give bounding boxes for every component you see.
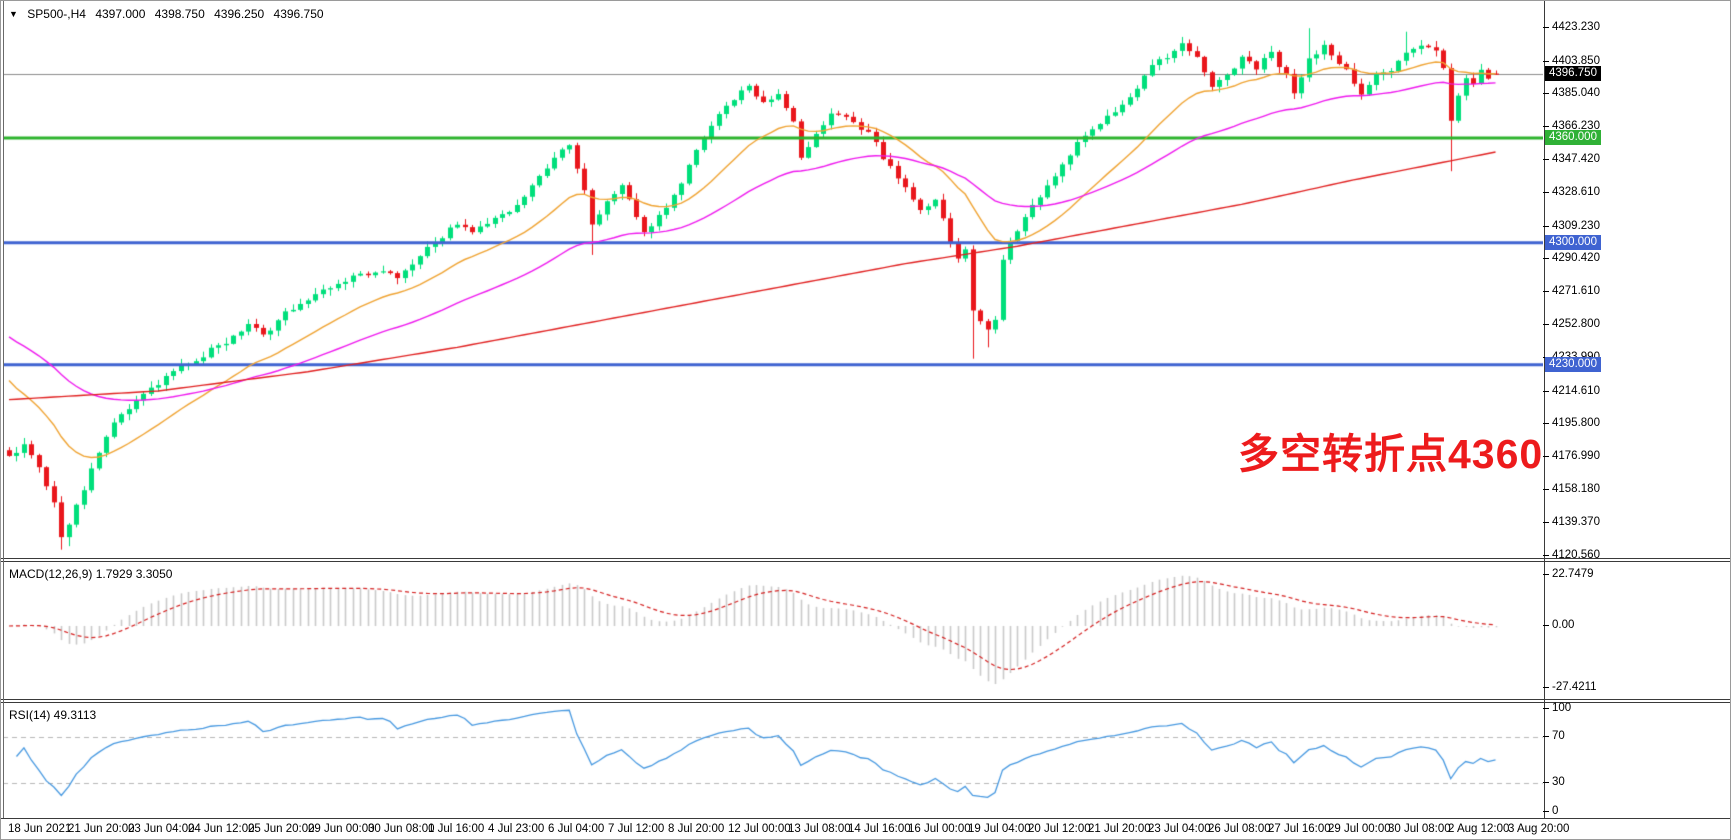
price-scale-border[interactable] [1544, 1, 1545, 818]
price-tick-label: 4366.230 [1543, 120, 1600, 132]
time-tick-label: 26 Jul 08:00 [1208, 823, 1271, 835]
price-tick-label: 4385.040 [1543, 87, 1600, 99]
quote-high-value: 4398.750 [154, 7, 205, 21]
axis-tick [1543, 456, 1549, 458]
axis-tick [1543, 423, 1549, 425]
axis-tick [1543, 60, 1549, 62]
time-tick-label: 21 Jun 20:00 [68, 823, 135, 835]
axis-tick [1543, 291, 1549, 293]
panel-separator[interactable] [1, 561, 1730, 562]
axis-tick [1543, 781, 1549, 783]
time-tick-label: 14 Jul 16:00 [848, 823, 911, 835]
time-tick-label: 24 Jun 12:00 [188, 823, 255, 835]
axis-tick [1543, 554, 1549, 556]
rsi-label: RSI(14) 49.3113 [9, 708, 97, 722]
quote-open-value: 4397.000 [95, 7, 146, 21]
price-tick-label: 4195.800 [1543, 417, 1600, 429]
price-tick-label: 4176.990 [1543, 450, 1600, 462]
panel-separator[interactable] [1, 702, 1730, 703]
axis-tick [1543, 811, 1549, 812]
time-tick-label: 30 Jul 08:00 [1388, 823, 1451, 835]
rsi-tick-label: 30 [1543, 776, 1565, 788]
quote-close-value: 4396.750 [273, 7, 324, 21]
rsi-tick-label: 100 [1543, 702, 1571, 714]
price-tick-label: 4290.420 [1543, 252, 1600, 264]
quote-low-value: 4396.250 [214, 7, 265, 21]
time-tick-label: 29 Jul 00:00 [1328, 823, 1391, 835]
price-tick-label: 4423.230 [1543, 21, 1600, 33]
price-tick-label: 4214.610 [1543, 385, 1600, 397]
axis-tick [1543, 159, 1549, 160]
price-tick-label: 4252.800 [1543, 318, 1600, 330]
price-badge: 4300.000 [1545, 234, 1601, 250]
time-tick-label: 25 Jun 20:00 [248, 823, 315, 835]
time-tick-label: 29 Jun 00:00 [308, 823, 375, 835]
time-tick-label: 13 Jul 08:00 [788, 823, 851, 835]
rsi-tick-label: 0 [1543, 805, 1558, 817]
price-tick-label: 4328.610 [1543, 186, 1600, 198]
macd-label: MACD(12,26,9) 1.7929 3.3050 [9, 567, 173, 581]
rsi-indicator-chart[interactable] [3, 703, 1543, 818]
price-tick-label: 4139.370 [1543, 516, 1600, 528]
quote-bar: ▼ SP500-,H4 4397.000 4398.750 4396.250 4… [9, 7, 330, 21]
macd-tick-label: -27.4211 [1543, 681, 1597, 693]
macd-indicator-chart[interactable] [3, 562, 1543, 698]
left-border [3, 1, 4, 818]
time-tick-label: 7 Jul 12:00 [608, 823, 665, 835]
price-badge: 4230.000 [1545, 356, 1601, 372]
macd-tick-label: 22.7479 [1543, 568, 1594, 580]
price-tick-label: 4309.230 [1543, 220, 1600, 232]
time-tick-label: 18 Jun 2021 [8, 823, 72, 835]
time-tick-label: 8 Jul 20:00 [668, 823, 725, 835]
axis-tick [1543, 126, 1549, 128]
time-tick-label: 19 Jul 04:00 [968, 823, 1031, 835]
time-tick-label: 4 Jul 23:00 [488, 823, 545, 835]
rsi-tick-label: 70 [1543, 730, 1565, 742]
panel-separator [1, 818, 1730, 819]
axis-tick [1543, 390, 1549, 392]
axis-tick [1543, 191, 1549, 193]
price-tick-label: 4158.180 [1543, 483, 1600, 495]
time-scale-background [1, 819, 1730, 839]
time-tick-label: 2 Aug 12:00 [1448, 823, 1510, 835]
symbol-expander-icon[interactable]: ▼ [9, 9, 18, 19]
axis-tick [1543, 258, 1549, 260]
time-tick-label: 23 Jul 04:00 [1148, 823, 1211, 835]
time-tick-label: 20 Jul 12:00 [1028, 823, 1091, 835]
price-badge: 4360.000 [1545, 130, 1601, 146]
axis-tick [1543, 625, 1549, 626]
axis-tick [1543, 736, 1549, 738]
price-tick-label: 4403.850 [1543, 55, 1600, 67]
axis-tick [1543, 521, 1549, 523]
axis-tick [1543, 573, 1549, 575]
time-tick-label: 27 Jul 16:00 [1268, 823, 1331, 835]
main-price-chart[interactable] [3, 1, 1543, 558]
time-tick-label: 16 Jul 00:00 [908, 823, 971, 835]
annotation-text: 多空转折点4360 [1238, 431, 1544, 477]
axis-tick [1543, 489, 1549, 491]
price-tick-label: 4347.420 [1543, 153, 1600, 165]
time-tick-label: 6 Jul 04:00 [548, 823, 605, 835]
axis-tick [1543, 26, 1549, 28]
time-tick-label: 1 Jul 16:00 [428, 823, 485, 835]
time-tick-label: 23 Jun 04:00 [128, 823, 195, 835]
time-tick-label: 30 Jun 08:00 [368, 823, 435, 835]
price-tick-label: 4271.610 [1543, 285, 1600, 297]
axis-tick [1543, 686, 1549, 688]
axis-tick [1543, 324, 1549, 326]
panel-separator[interactable] [1, 699, 1730, 700]
axis-tick [1543, 225, 1549, 227]
time-tick-label: 12 Jul 00:00 [728, 823, 791, 835]
macd-tick-label: 0.00 [1543, 619, 1574, 631]
price-tick-label: 4120.560 [1543, 549, 1600, 561]
time-tick-label: 21 Jul 20:00 [1088, 823, 1151, 835]
price-badge: 4396.750 [1545, 65, 1601, 81]
axis-tick [1543, 708, 1549, 709]
time-tick-label: 3 Aug 20:00 [1508, 823, 1570, 835]
panel-separator[interactable] [1, 558, 1730, 559]
symbol-timeframe-label: SP500-,H4 [27, 7, 86, 21]
axis-tick [1543, 93, 1549, 95]
